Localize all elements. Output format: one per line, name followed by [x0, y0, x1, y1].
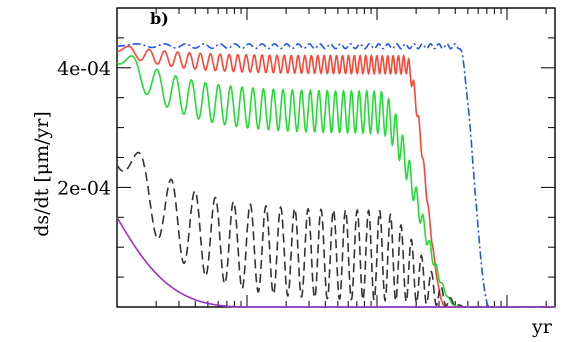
series-line-5: [116, 216, 555, 308]
series-line-1: [117, 43, 555, 308]
series-line-2: [116, 45, 555, 308]
series-line-4: [116, 151, 555, 308]
y-tick-labels: 2e-04 4e-04: [57, 58, 111, 200]
series-layer: [116, 43, 555, 308]
y-tick-label: 4e-04: [57, 58, 111, 80]
y-axis-label: ds/dt [μm/yr]: [31, 111, 53, 237]
x-axis-label: yr: [531, 316, 553, 338]
axis-ticks: [116, 8, 555, 308]
y-tick-label: 2e-04: [57, 177, 111, 199]
series-line-3: [116, 55, 555, 308]
panel-label: b): [150, 9, 169, 28]
